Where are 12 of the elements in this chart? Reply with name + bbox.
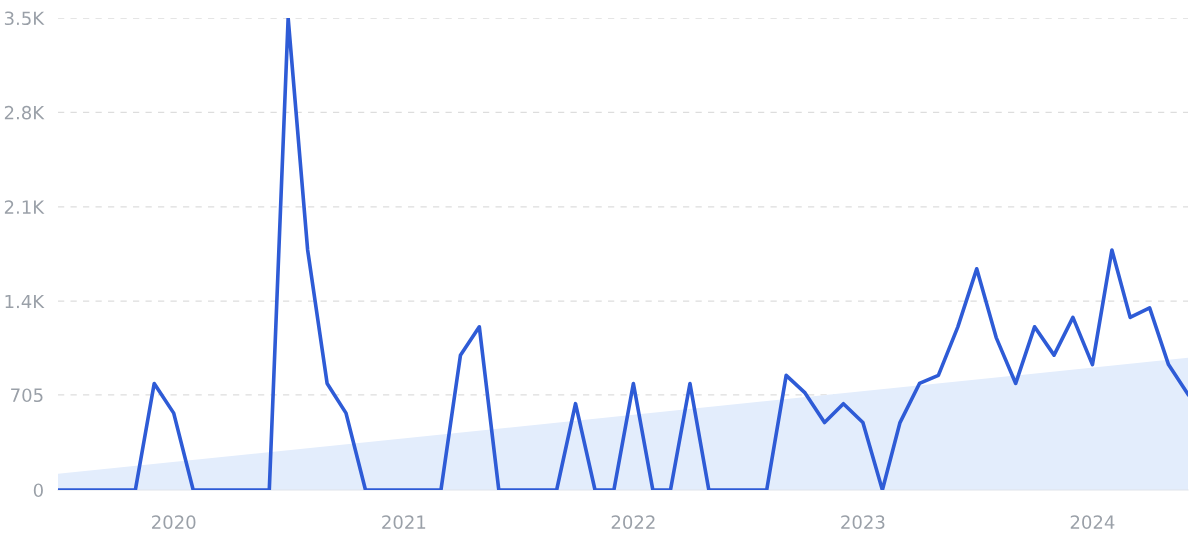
y-tick-label: 705: [11, 388, 43, 403]
x-tick-label: 2020: [152, 515, 196, 529]
y-tick-label: 3.5K: [4, 11, 45, 26]
line-series: [58, 18, 1188, 490]
x-tick-label: 2022: [611, 515, 655, 529]
x-tick-label: 2024: [1070, 515, 1115, 529]
y-tick-label: 1.4K: [5, 294, 45, 309]
y-tick-label: 0: [33, 483, 43, 498]
x-tick-label: 2021: [382, 515, 426, 529]
y-tick-label: 2.8K: [4, 105, 45, 120]
x-tick-label: 2023: [841, 515, 885, 529]
y-tick-label: 2.1K: [4, 200, 45, 214]
